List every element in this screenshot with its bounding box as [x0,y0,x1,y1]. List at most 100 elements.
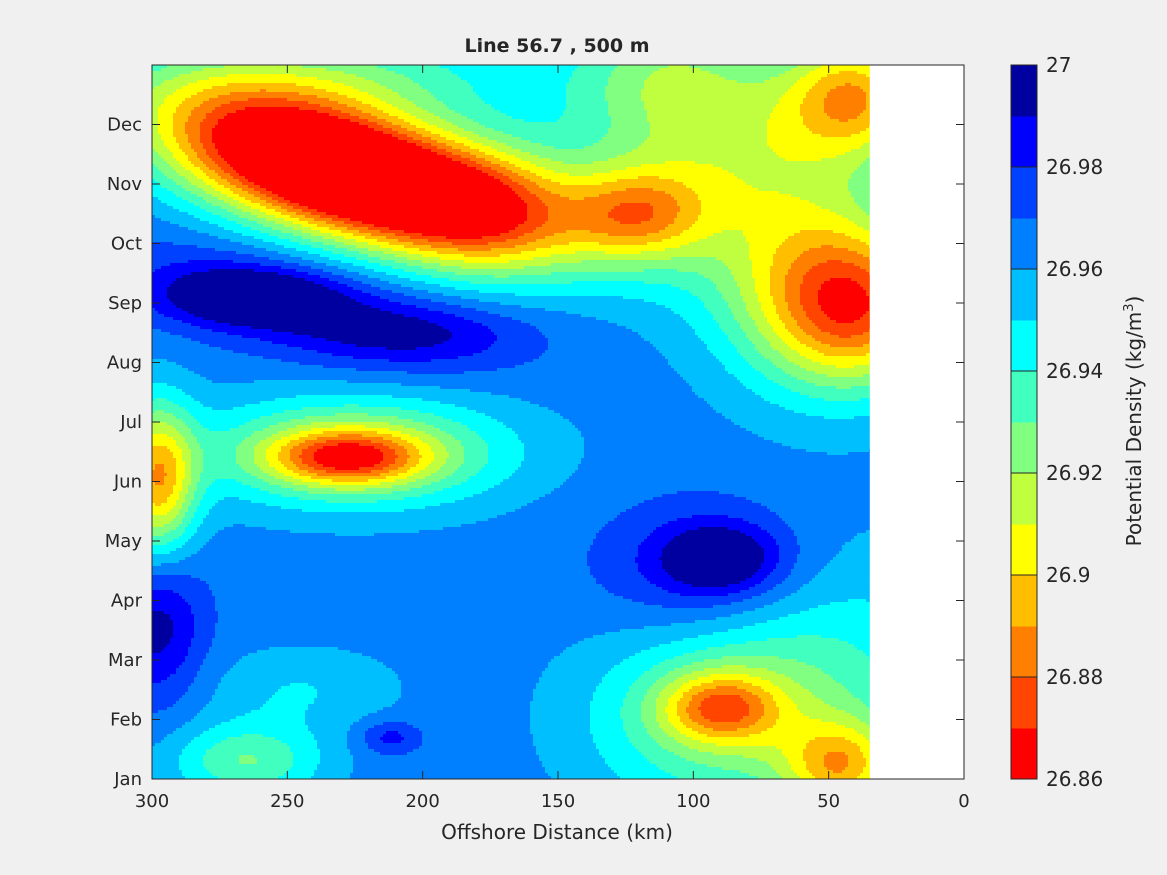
contour-cell [326,221,345,225]
contour-cell [689,701,702,705]
contour-cell [755,323,771,327]
contour-cell [200,479,216,483]
contour-cell [203,467,243,471]
contour-cell [656,710,666,714]
contour-cell [809,128,867,132]
contour-cell [596,581,651,585]
contour-cell [794,701,825,705]
contour-cell [173,491,180,495]
contour-cell [428,122,453,126]
contour-cell [488,311,567,315]
contour-cell [623,722,645,726]
contour-cell [329,98,357,102]
contour-cell [374,446,390,450]
contour-cell [236,452,255,456]
contour-cell [209,539,594,543]
contour-cell [734,278,756,282]
contour-cell [251,473,270,477]
contour-cell [452,434,480,438]
contour-cell [863,254,870,258]
contour-cell [443,464,462,468]
contour-cell [695,221,855,225]
contour-cell [173,119,189,123]
contour-cell [152,365,183,369]
contour-cell [836,386,852,390]
contour-cell [482,350,546,354]
contour-cell [464,128,495,132]
contour-cell [443,527,603,531]
contour-cell [800,392,870,396]
contour-cell [806,74,828,78]
contour-cell [596,686,630,690]
contour-cell [308,464,324,468]
contour-cell [722,167,858,171]
contour-cell [203,659,240,663]
contour-cell [182,449,192,453]
contour-cell [533,500,645,504]
contour-cell [761,581,783,585]
contour-cell [428,443,444,447]
contour-cell [749,704,765,708]
contour-cell [170,164,183,168]
contour-cell [380,737,405,741]
contour-cell [152,326,201,330]
contour-cell [797,707,837,711]
contour-cell [245,203,261,207]
contour-cell [860,284,870,288]
contour-cell [752,275,771,279]
contour-cell [392,485,423,489]
contour-cell [194,677,222,681]
contour-cell [386,86,423,90]
contour-cell [164,101,183,105]
contour-cell [206,542,594,546]
contour-cell [152,719,192,723]
contour-cell [662,560,765,564]
contour-cell [641,701,657,705]
contour-cell [197,674,225,678]
contour-cell [692,584,729,588]
contour-cell [278,272,309,276]
contour-cell [752,389,792,393]
contour-cell [869,449,870,453]
contour-cell [518,173,537,177]
contour-cell [182,320,216,324]
contour-cell [164,476,177,480]
contour-cell [158,131,174,135]
contour-cell [749,773,780,777]
contour-cell [152,524,165,528]
contour-cell [713,407,786,411]
contour-cell [725,299,744,303]
contour-cell [782,776,801,780]
contour-cell [311,776,351,780]
contour-cell [173,179,189,183]
contour-cell [269,473,285,477]
contour-cell [215,599,633,603]
contour-cell [644,101,780,105]
contour-cell [671,575,753,579]
contour-cell [821,698,861,702]
contour-cell [383,251,408,255]
contour-cell [356,344,435,348]
contour-cell [863,110,870,114]
contour-cell [161,200,189,204]
contour-cell [818,293,867,297]
contour-cell [512,146,555,150]
contour-cell [179,698,213,702]
contour-cell [803,278,831,282]
contour-cell [461,305,522,309]
contour-cell [254,449,267,453]
contour-cell [596,743,633,747]
contour-cell [776,308,789,312]
contour-cell [662,689,678,693]
contour-cell [497,338,549,342]
contour-cell [578,428,747,432]
contour-cell [353,770,546,774]
contour-cell [797,704,831,708]
contour-cell [752,575,768,579]
contour-cell [743,626,870,630]
contour-cell [278,200,291,204]
contour-cell [818,299,870,303]
contour-cell [179,593,213,597]
contour-cell [785,281,804,285]
contour-cell [578,464,870,468]
